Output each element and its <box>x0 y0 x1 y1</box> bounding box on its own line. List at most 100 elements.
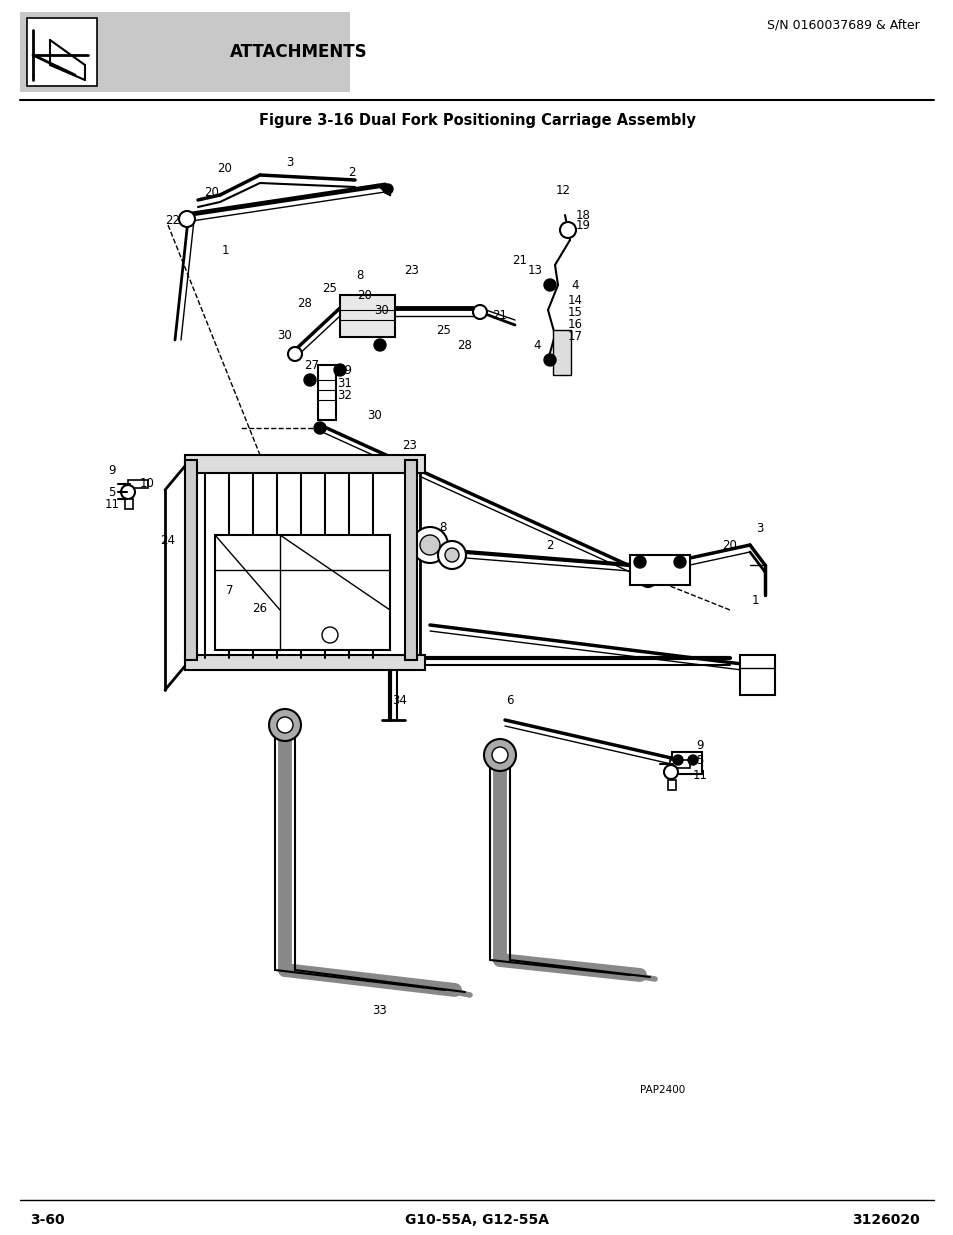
Bar <box>667 781 676 790</box>
Circle shape <box>663 764 678 779</box>
Bar <box>125 499 132 509</box>
Circle shape <box>741 659 758 676</box>
Bar <box>20 12 350 91</box>
Text: 11: 11 <box>692 768 707 782</box>
Bar <box>185 655 424 671</box>
Text: 16: 16 <box>567 317 582 331</box>
Text: 22: 22 <box>165 214 180 226</box>
Text: 8: 8 <box>438 520 446 534</box>
Text: 12: 12 <box>555 184 570 196</box>
Text: 14: 14 <box>567 294 582 306</box>
Text: S/N 0160037689 & After: S/N 0160037689 & After <box>766 19 919 32</box>
Circle shape <box>382 184 393 194</box>
Bar <box>671 752 701 774</box>
Text: 18: 18 <box>575 209 590 221</box>
Text: 24: 24 <box>160 534 175 547</box>
Text: 3-60: 3-60 <box>30 1213 65 1228</box>
Circle shape <box>269 709 301 741</box>
Text: 4: 4 <box>533 338 540 352</box>
Text: 28: 28 <box>457 338 472 352</box>
Text: 5: 5 <box>109 485 115 499</box>
Text: 5: 5 <box>696 753 703 767</box>
Bar <box>190 459 419 659</box>
Text: 17: 17 <box>567 330 582 342</box>
Text: 13: 13 <box>527 263 542 277</box>
Text: 9: 9 <box>108 463 115 477</box>
Text: 27: 27 <box>304 358 319 372</box>
Text: 23: 23 <box>404 263 419 277</box>
Text: 7: 7 <box>226 583 233 597</box>
Bar <box>214 535 390 650</box>
Circle shape <box>543 354 556 366</box>
Bar <box>185 454 424 473</box>
Circle shape <box>673 556 685 568</box>
Bar <box>740 655 774 695</box>
Text: 6: 6 <box>506 694 514 706</box>
Bar <box>185 459 196 659</box>
Text: 32: 32 <box>337 389 352 401</box>
Circle shape <box>322 627 337 643</box>
Circle shape <box>639 569 657 587</box>
Circle shape <box>672 755 682 764</box>
Text: 4: 4 <box>571 279 578 291</box>
Circle shape <box>304 374 315 387</box>
Circle shape <box>634 556 645 568</box>
Circle shape <box>288 347 302 361</box>
Bar <box>669 760 689 768</box>
Text: 1: 1 <box>221 243 229 257</box>
Text: 33: 33 <box>373 1004 387 1016</box>
Text: 20: 20 <box>217 162 233 174</box>
Text: 15: 15 <box>567 305 582 319</box>
Circle shape <box>276 718 293 734</box>
Circle shape <box>543 279 556 291</box>
Text: 25: 25 <box>322 282 337 294</box>
Text: 31: 31 <box>337 377 352 389</box>
Text: 20: 20 <box>357 289 372 301</box>
Text: ATTACHMENTS: ATTACHMENTS <box>230 43 367 61</box>
Text: 25: 25 <box>436 324 451 336</box>
Bar <box>405 459 416 659</box>
Text: 2: 2 <box>348 165 355 179</box>
Circle shape <box>473 305 486 319</box>
Text: 20: 20 <box>721 538 737 552</box>
Text: G10-55A, G12-55A: G10-55A, G12-55A <box>405 1213 548 1228</box>
Circle shape <box>559 222 576 238</box>
Text: 10: 10 <box>139 477 154 489</box>
Text: 2: 2 <box>546 538 553 552</box>
Text: Figure 3-16 Dual Fork Positioning Carriage Assembly: Figure 3-16 Dual Fork Positioning Carria… <box>258 112 695 127</box>
Bar <box>317 366 335 420</box>
Circle shape <box>492 747 507 763</box>
Circle shape <box>334 364 346 375</box>
Text: 29: 29 <box>337 363 352 377</box>
Circle shape <box>314 422 326 433</box>
Text: 26: 26 <box>253 601 267 615</box>
Text: 11: 11 <box>105 498 119 510</box>
Circle shape <box>374 338 386 351</box>
Text: 30: 30 <box>367 409 382 421</box>
Text: 1: 1 <box>750 594 758 606</box>
Circle shape <box>444 548 458 562</box>
Text: 28: 28 <box>297 296 313 310</box>
Circle shape <box>121 485 135 499</box>
Text: 9: 9 <box>696 739 703 752</box>
Text: 21: 21 <box>512 253 527 267</box>
Text: 34: 34 <box>392 694 407 706</box>
Text: 21: 21 <box>492 309 507 321</box>
Bar <box>339 295 395 337</box>
Bar <box>128 480 148 488</box>
Text: 3126020: 3126020 <box>851 1213 919 1228</box>
Circle shape <box>412 527 448 563</box>
Circle shape <box>179 211 194 227</box>
Text: PAP2400: PAP2400 <box>639 1086 684 1095</box>
Bar <box>27 19 97 86</box>
Circle shape <box>483 739 516 771</box>
Bar <box>553 330 571 375</box>
Bar <box>629 555 689 585</box>
Text: 8: 8 <box>355 268 363 282</box>
Text: 30: 30 <box>277 329 292 342</box>
Text: 20: 20 <box>204 185 219 199</box>
Text: 19: 19 <box>575 219 590 231</box>
Circle shape <box>437 541 465 569</box>
Text: 30: 30 <box>375 304 389 316</box>
Circle shape <box>419 535 439 555</box>
